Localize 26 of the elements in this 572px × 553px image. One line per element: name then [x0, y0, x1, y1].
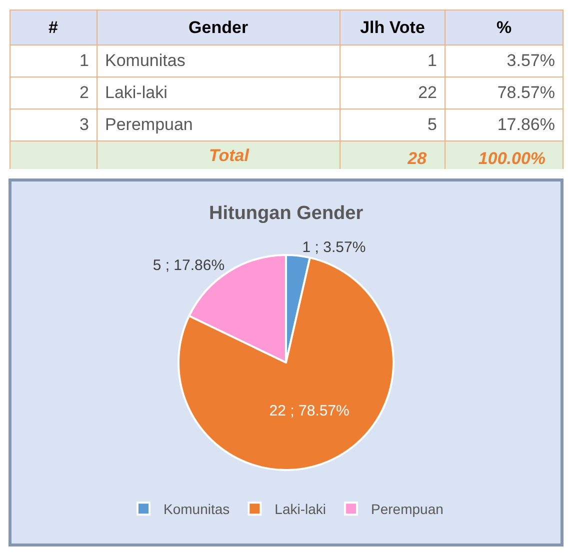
data-label: 17.86% — [497, 114, 555, 134]
data-label: 3 — [80, 114, 89, 134]
data-label: 5 ; 17.86% — [152, 256, 225, 274]
category-label: Komunitas — [105, 50, 186, 70]
text: Jlh Vote — [360, 18, 425, 37]
data-label: 3.57% — [506, 50, 555, 70]
text: 100.00% — [478, 149, 546, 168]
series-label: % — [496, 18, 512, 37]
data-label: 5 — [428, 114, 437, 134]
data-label: 22 — [418, 82, 437, 102]
category-label: Laki-laki — [105, 82, 168, 102]
category-label: Perempuan — [105, 114, 193, 134]
text: 28 — [408, 149, 427, 168]
legend-label: Komunitas — [164, 501, 230, 518]
legend-label: Laki-laki — [274, 501, 326, 518]
legend-label: Perempuan — [371, 501, 444, 518]
text: Total — [209, 146, 250, 165]
text: Gender — [188, 18, 248, 37]
data-label: 1 ; 3.57% — [302, 238, 366, 256]
data-label: 1 — [80, 50, 89, 70]
data-label: 2 — [80, 82, 89, 102]
data-label: 1 — [428, 50, 437, 70]
series-label: # — [48, 18, 58, 37]
chart-title: Hitungan Gender — [209, 203, 364, 224]
data-label: 78.57% — [497, 82, 555, 102]
data-label: 22 ; 78.57% — [269, 402, 350, 420]
